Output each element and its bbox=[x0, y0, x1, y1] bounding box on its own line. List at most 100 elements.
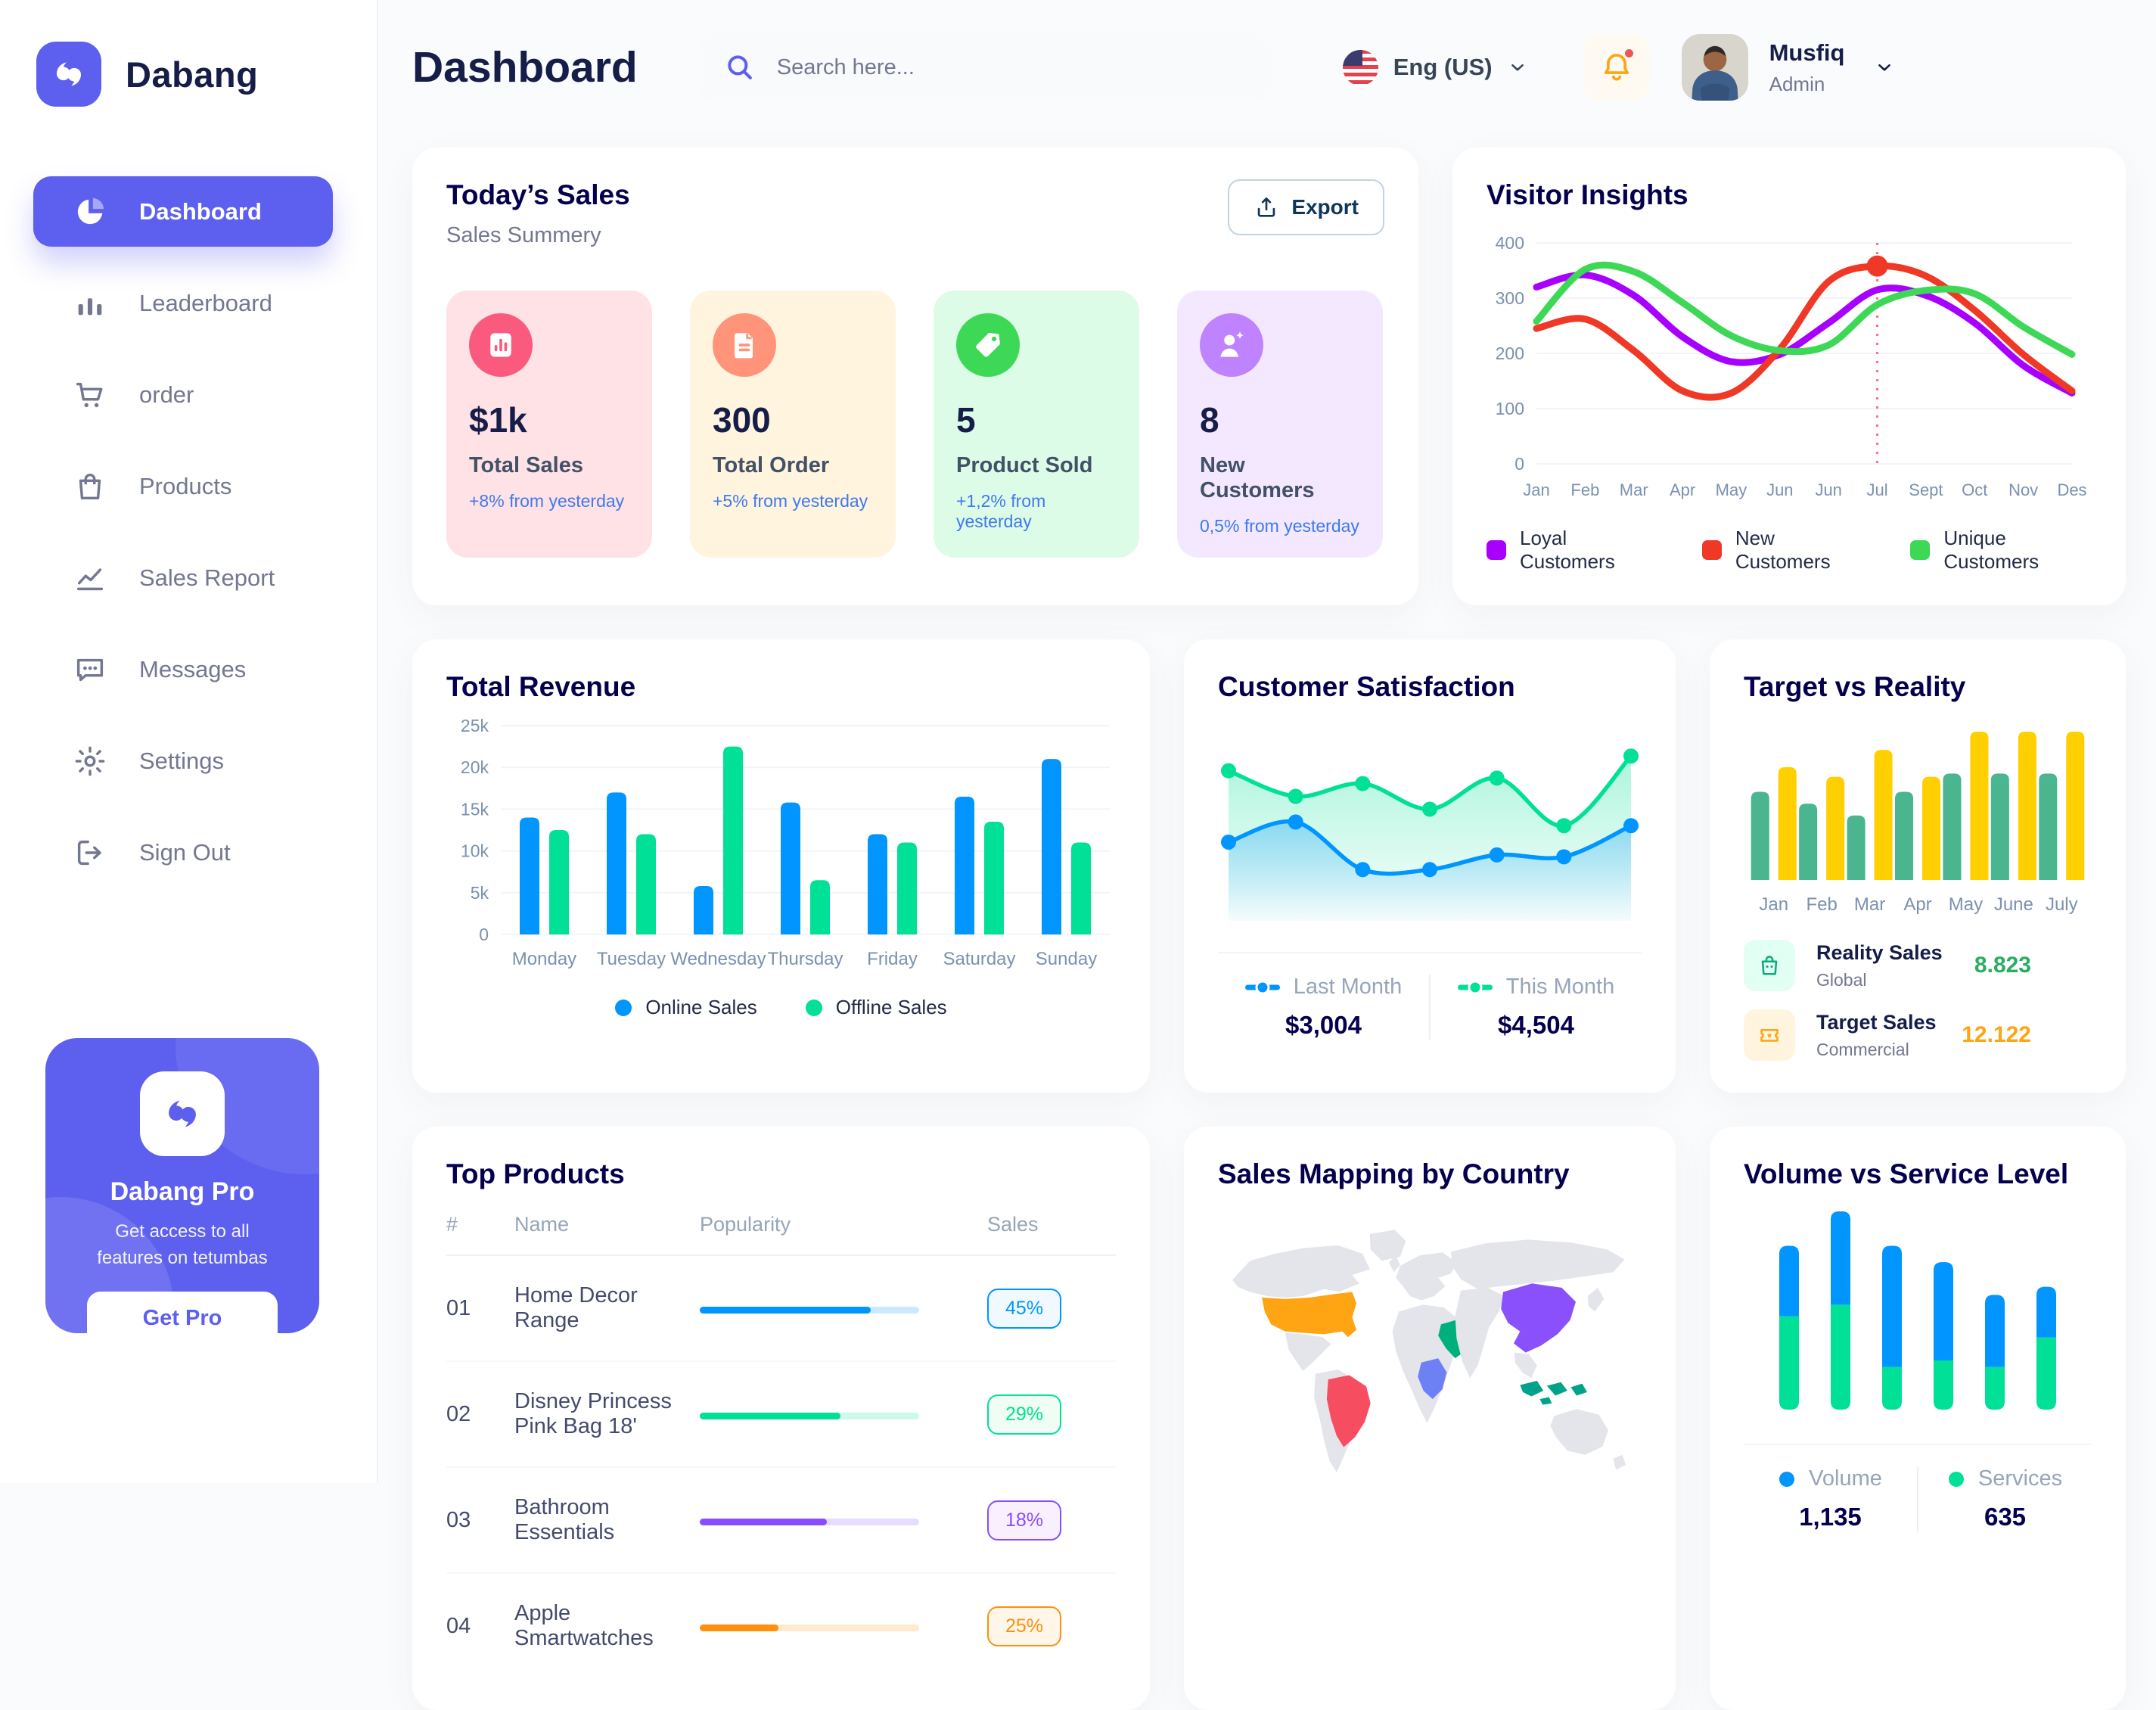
svg-text:15k: 15k bbox=[461, 799, 489, 819]
pro-title: Dabang Pro bbox=[110, 1177, 255, 1206]
svg-text:June: June bbox=[1994, 894, 2033, 915]
target-vs-reality-chart: Jan Feb Mar Apr May June July bbox=[1751, 731, 2085, 915]
product-sales: 45% bbox=[987, 1288, 1116, 1329]
get-pro-button[interactable]: Get Pro bbox=[87, 1291, 278, 1333]
sidebar-item-leaderboard[interactable]: Leaderboard bbox=[33, 268, 333, 338]
stat-value: 5 bbox=[956, 400, 976, 440]
export-button[interactable]: Export bbox=[1228, 179, 1384, 235]
sales-summary-cards: $1k Total Sales +8% from yesterday 300 Total… bbox=[446, 291, 1384, 558]
sidebar-item-sign-out[interactable]: Sign Out bbox=[33, 817, 333, 888]
map-south-asia bbox=[1455, 1287, 1505, 1379]
legend-swatch bbox=[615, 999, 632, 1016]
sidebar-item-settings[interactable]: Settings bbox=[33, 726, 333, 796]
signout-icon bbox=[73, 835, 107, 870]
table-row[interactable]: 03 Bathroom Essentials 18% bbox=[446, 1468, 1116, 1574]
sidebar-item-label: Products bbox=[139, 472, 232, 499]
product-popularity bbox=[700, 1516, 987, 1525]
sidebar-item-label: Dashboard bbox=[139, 197, 262, 225]
language-selector[interactable]: Eng (US) bbox=[1342, 49, 1527, 86]
legend-marker bbox=[1457, 980, 1493, 994]
top-products-rows: 01 Home Decor Range 45% 02 Disney Princess P… bbox=[446, 1256, 1116, 1678]
notifications-button[interactable] bbox=[1583, 34, 1650, 101]
search-icon bbox=[728, 55, 752, 79]
today-sales-title: Today’s Sales bbox=[446, 179, 630, 210]
stat-delta: +8% from yesterday bbox=[469, 491, 625, 511]
product-name: Apple Smartwatches bbox=[514, 1601, 654, 1650]
stat-label: Product Sold bbox=[956, 453, 1093, 477]
legend-swatch bbox=[1701, 540, 1722, 560]
chart-icon bbox=[73, 561, 107, 595]
sidebar-item-label: Messages bbox=[139, 655, 247, 682]
sidebar-item-dashboard[interactable]: Dashboard bbox=[33, 176, 333, 247]
svg-text:Jan: Jan bbox=[1523, 480, 1549, 499]
product-num: 03 bbox=[446, 1507, 471, 1532]
svg-text:Thursday: Thursday bbox=[767, 949, 843, 969]
legend-swatch bbox=[1487, 540, 1506, 560]
svg-text:20k: 20k bbox=[461, 757, 489, 777]
product-sales: 25% bbox=[987, 1606, 1116, 1646]
svg-text:July: July bbox=[2046, 894, 2078, 915]
volume-vs-service-title: Volume vs Service Level bbox=[1744, 1158, 2069, 1189]
legend-swatch bbox=[1910, 540, 1931, 560]
stat-value: $1k bbox=[469, 400, 527, 440]
export-icon bbox=[1258, 197, 1275, 217]
dashboard-icon bbox=[73, 194, 107, 229]
dabang-logo-icon bbox=[36, 42, 101, 107]
user-icon bbox=[1200, 313, 1263, 377]
legend-item-last-month: Last Month $3,004 bbox=[1218, 975, 1431, 1040]
svg-text:Sunday: Sunday bbox=[1036, 949, 1097, 969]
svg-text:Mar: Mar bbox=[1854, 894, 1885, 915]
svg-text:200: 200 bbox=[1496, 344, 1524, 363]
svg-text:Apr: Apr bbox=[1670, 480, 1695, 499]
legticket-icon bbox=[1744, 1009, 1795, 1061]
top-products-card: Top Products # Name Popularity Sales 01 H… bbox=[412, 1127, 1150, 1710]
map-brazil bbox=[1326, 1375, 1371, 1447]
stat-delta: 0,5% from yesterday bbox=[1200, 516, 1359, 536]
svg-text:25k: 25k bbox=[461, 716, 489, 735]
svg-text:0: 0 bbox=[1514, 454, 1524, 474]
sidebar-item-sales-report[interactable]: Sales Report bbox=[33, 543, 333, 613]
customer-satisfaction-legend: Last Month $3,004 This Month $4,504 bbox=[1218, 952, 1642, 1040]
table-row[interactable]: 04 Apple Smartwatches 25% bbox=[446, 1574, 1116, 1678]
svg-text:May: May bbox=[1949, 894, 1983, 915]
table-row[interactable]: 01 Home Decor Range 45% bbox=[446, 1256, 1116, 1362]
main-content: Dashboard Eng (US) Musfiq Admin bbox=[378, 0, 2156, 1710]
language-label: Eng (US) bbox=[1393, 54, 1493, 80]
stat-value: 8 bbox=[1200, 400, 1219, 440]
search-input[interactable] bbox=[775, 54, 1244, 81]
svg-text:Jun: Jun bbox=[1766, 480, 1793, 499]
svg-text:Saturday: Saturday bbox=[943, 949, 1015, 969]
table-row[interactable]: 02 Disney Princess Pink Bag 18' 29% bbox=[446, 1362, 1116, 1468]
product-popularity bbox=[700, 1304, 987, 1314]
visitor-insights-card: Visitor Insights 0 100 200 300 400 Jan Feb Mar A… bbox=[1452, 148, 2126, 605]
total-revenue-card: Total Revenue 0 5k 10k 15k 20k 25k Monday Tuesd… bbox=[412, 639, 1150, 1093]
chevron-down-icon bbox=[1511, 64, 1524, 71]
legend-marker bbox=[1244, 980, 1280, 994]
stats-icon bbox=[469, 313, 533, 377]
today-sales-card: Today’s Sales Sales Summery Export $1k To… bbox=[412, 148, 1418, 605]
stat-delta: +1,2% from yesterday bbox=[956, 491, 1046, 531]
legend-item: Offline Sales bbox=[805, 996, 947, 1019]
tag-icon bbox=[956, 313, 1020, 377]
legend-item: Unique Customers bbox=[1910, 527, 2092, 574]
customer-satisfaction-chart bbox=[1221, 748, 1639, 921]
sidebar-item-messages[interactable]: Messages bbox=[33, 634, 333, 704]
volume-vs-service-legend: Volume 1,135 Services 635 bbox=[1744, 1444, 2092, 1531]
svg-text:Friday: Friday bbox=[867, 949, 918, 969]
product-num: 04 bbox=[446, 1613, 471, 1638]
visitor-insights-title: Visitor Insights bbox=[1487, 179, 1688, 210]
sidebar-item-label: Sales Report bbox=[139, 564, 275, 591]
stat-label: Total Sales bbox=[469, 453, 583, 477]
map-greenland bbox=[1369, 1230, 1406, 1261]
search-bar[interactable] bbox=[696, 32, 1273, 103]
legend-value: 12.122 bbox=[1962, 1022, 2031, 1047]
sidebar-item-products[interactable]: Products bbox=[33, 451, 333, 521]
legend-item-volume: Volume 1,135 bbox=[1744, 1466, 1918, 1531]
sidebar-item-order[interactable]: order bbox=[33, 359, 333, 430]
map-russia bbox=[1450, 1239, 1625, 1289]
legend-item: Online Sales bbox=[615, 996, 757, 1019]
user-menu-chevron-icon[interactable] bbox=[1875, 58, 1894, 77]
avatar[interactable] bbox=[1681, 34, 1748, 101]
target-vs-reality-card: Target vs Reality Jan Feb Mar Apr May June Jul… bbox=[1710, 639, 2126, 1093]
product-name: Disney Princess Pink Bag 18' bbox=[514, 1389, 672, 1438]
